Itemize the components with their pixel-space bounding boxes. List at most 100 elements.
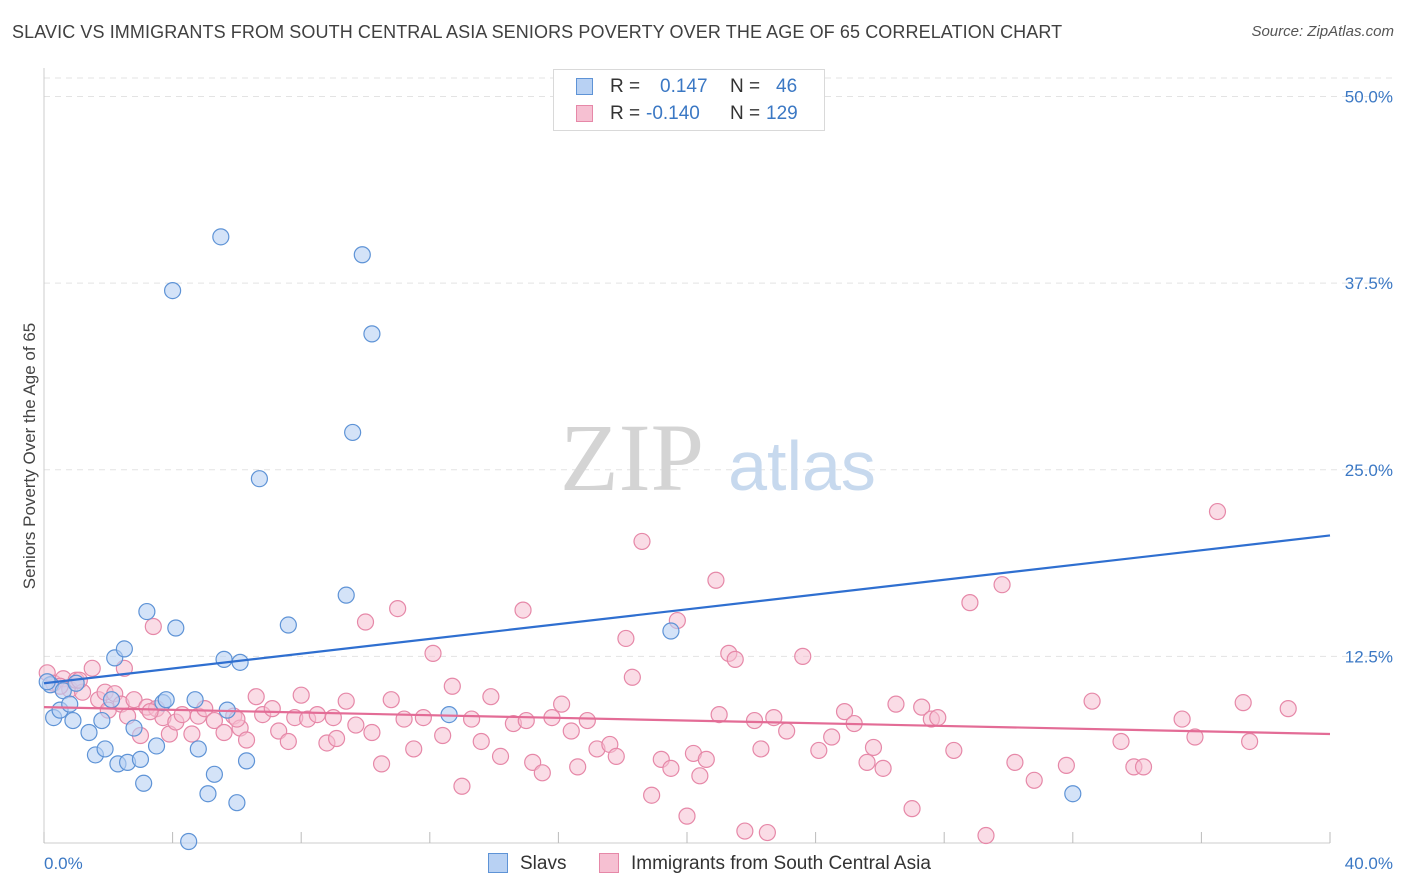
- immigrants-point: [578, 711, 596, 730]
- immigrants-point: [903, 800, 921, 818]
- immigrants-point: [363, 723, 381, 742]
- immigrants-point: [144, 617, 162, 636]
- slavs-point: [167, 619, 185, 637]
- x-tick-label: 40.0%: [1345, 854, 1393, 873]
- immigrants-n-value: 129: [766, 103, 798, 124]
- immigrants-point: [308, 706, 326, 724]
- immigrants-point: [562, 722, 580, 740]
- immigrants-point: [874, 759, 892, 777]
- watermark-atlas: atlas: [728, 427, 876, 505]
- bottom-legend-slavs-swatch: [488, 853, 508, 873]
- y-tick-label: 12.5%: [1345, 647, 1393, 666]
- immigrants-point: [482, 688, 500, 706]
- immigrants-point: [237, 731, 256, 749]
- immigrants-point: [794, 647, 812, 665]
- immigrants-point: [443, 677, 461, 695]
- immigrants-swatch: [576, 105, 593, 122]
- slavs-point: [135, 774, 153, 792]
- immigrants-point: [247, 688, 265, 706]
- immigrants-point: [778, 722, 796, 740]
- immigrants-trend-line: [43, 706, 1331, 736]
- immigrants-point: [1083, 692, 1101, 710]
- immigrants-point: [707, 571, 725, 589]
- immigrants-point: [697, 750, 715, 768]
- slavs-point: [115, 640, 133, 658]
- immigrants-r-label: R =: [610, 103, 641, 124]
- immigrants-point: [517, 711, 535, 730]
- trend-lines: [43, 534, 1331, 736]
- immigrants-point: [205, 711, 223, 730]
- slavs-point: [363, 325, 381, 343]
- immigrants-point: [491, 747, 510, 766]
- slavs-r-label: R =: [610, 76, 641, 97]
- immigrants-point: [678, 807, 696, 825]
- immigrants-point: [462, 710, 481, 728]
- immigrants-point: [633, 532, 651, 551]
- immigrants-point: [83, 659, 101, 677]
- immigrants-point: [356, 613, 375, 631]
- immigrants-point: [977, 826, 995, 845]
- slavs-point: [237, 752, 256, 770]
- slavs-points: [38, 228, 1082, 851]
- slavs-point: [344, 423, 362, 442]
- slavs-point: [131, 750, 150, 768]
- immigrants-point: [643, 786, 661, 804]
- immigrants-point: [472, 732, 490, 751]
- slavs-point: [337, 586, 355, 604]
- immigrants-point: [1112, 732, 1130, 751]
- immigrants-point: [945, 741, 963, 760]
- immigrants-point: [1134, 758, 1153, 776]
- immigrants-point: [617, 629, 635, 648]
- y-axis-label: Seniors Poverty Over the Age of 65: [20, 323, 39, 589]
- immigrants-point: [736, 822, 754, 840]
- slavs-point: [279, 616, 297, 634]
- slavs-point: [189, 740, 207, 758]
- immigrants-point: [1025, 771, 1043, 789]
- slavs-point: [212, 228, 230, 246]
- bottom-legend-immigrants-swatch: [599, 853, 619, 873]
- immigrants-point: [961, 594, 979, 612]
- immigrants-point: [405, 740, 423, 758]
- immigrants-point: [887, 695, 905, 713]
- slavs-point: [353, 246, 371, 264]
- axes: [43, 68, 1331, 844]
- chart-title: SLAVIC VS IMMIGRANTS FROM SOUTH CENTRAL …: [12, 22, 1063, 42]
- slavs-point: [96, 740, 114, 758]
- slavs-point: [157, 691, 175, 709]
- immigrants-point: [623, 668, 641, 686]
- slavs-point: [199, 785, 217, 803]
- immigrants-point: [1186, 728, 1204, 746]
- immigrants-point: [514, 601, 532, 619]
- slavs-r-value: 0.147: [660, 76, 708, 97]
- immigrants-point: [1241, 732, 1259, 751]
- immigrants-point: [710, 706, 728, 724]
- slavs-point: [662, 622, 680, 640]
- immigrants-n-label: N =: [730, 103, 761, 124]
- immigrants-r-value: -0.140: [646, 103, 700, 124]
- slavs-point: [250, 470, 269, 488]
- x-tick-label: 0.0%: [44, 854, 83, 873]
- immigrants-point: [835, 703, 854, 721]
- bottom-legend-slavs-label: Slavs: [520, 853, 567, 874]
- immigrants-point: [745, 711, 764, 730]
- bottom-legend-immigrants-label: Immigrants from South Central Asia: [631, 853, 931, 874]
- immigrants-point: [327, 729, 346, 748]
- slavs-point: [102, 691, 121, 709]
- immigrants-point: [424, 644, 442, 662]
- immigrants-point: [726, 650, 744, 668]
- slavs-point: [93, 711, 111, 730]
- immigrants-point: [347, 716, 365, 734]
- slavs-point: [64, 711, 82, 730]
- slavs-n-label: N =: [730, 76, 761, 97]
- slavs-point: [164, 281, 182, 300]
- immigrants-point: [758, 823, 776, 842]
- immigrants-point: [292, 686, 310, 704]
- slavs-point: [138, 602, 156, 621]
- slavs-point: [125, 719, 143, 737]
- immigrants-point: [372, 755, 391, 773]
- immigrants-point: [858, 753, 876, 771]
- immigrants-point: [263, 700, 281, 718]
- slavs-point: [67, 674, 85, 692]
- immigrants-point: [453, 777, 471, 795]
